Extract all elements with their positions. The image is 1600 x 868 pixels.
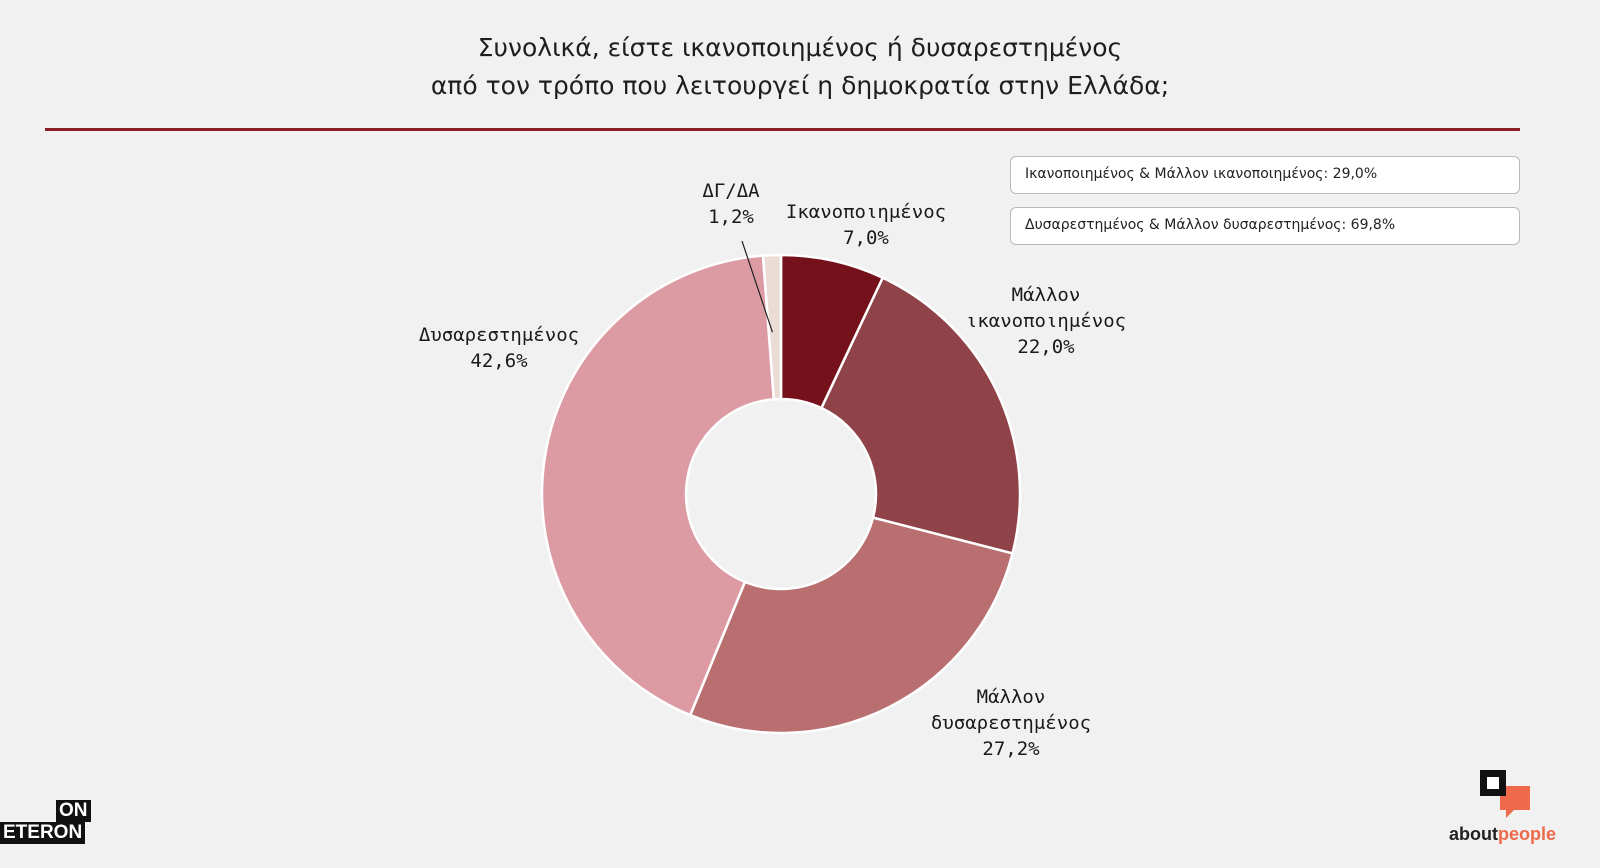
summary-box-satisfied: Ικανοποιημένος & Μάλλον ικανοποιημένος: … bbox=[1010, 156, 1520, 194]
leader-line-dk-na bbox=[741, 240, 774, 333]
slice-rather-dissatisfied bbox=[688, 516, 1015, 735]
label-dissatisfied-0: Δυσαρεστημένος bbox=[419, 324, 579, 346]
value-label-dissatisfied: 42,6% bbox=[470, 350, 528, 372]
slice-dk-na bbox=[761, 253, 783, 401]
label-rather-satisfied-0: Μάλλον bbox=[1012, 284, 1081, 306]
title-divider bbox=[45, 128, 1520, 131]
label-satisfied-0: Ικανοποιημένος bbox=[786, 201, 946, 223]
eteron-logo-on: ON bbox=[56, 800, 91, 822]
chart-title-line-2: από τον τρόπο που λειτουργεί η δημοκρατί… bbox=[430, 71, 1170, 100]
eteron-logo-text: ETERON bbox=[0, 822, 86, 844]
value-label-rather-satisfied: 22,0% bbox=[1017, 336, 1075, 358]
label-rather-dissatisfied-1: δυσαρεστημένος bbox=[931, 712, 1091, 734]
aboutpeople-logo-people: people bbox=[1498, 824, 1557, 844]
summary-box-dissatisfied: Δυσαρεστημένος & Μάλλον δυσαρεστημένος: … bbox=[1010, 207, 1520, 245]
label-rather-dissatisfied-0: Μάλλον bbox=[977, 686, 1046, 708]
value-label-satisfied: 7,0% bbox=[843, 227, 889, 249]
value-label-dk-na: 1,2% bbox=[708, 206, 754, 228]
chart-title-line-1: Συνολικά, είστε ικανοποιημένος ή δυσαρεσ… bbox=[477, 33, 1123, 62]
label-rather-satisfied-1: ικανοποιημένος bbox=[966, 310, 1126, 332]
aboutpeople-logo-about: about bbox=[1449, 824, 1498, 844]
aboutpeople-logo-icon bbox=[1480, 770, 1530, 818]
label-dk-na-0: ΔΓ/ΔΑ bbox=[702, 180, 760, 202]
slice-rather-satisfied bbox=[819, 276, 1022, 555]
slice-dissatisfied bbox=[540, 254, 776, 717]
value-label-rather-dissatisfied: 27,2% bbox=[982, 738, 1040, 760]
aboutpeople-logo-text: aboutpeople bbox=[1449, 824, 1556, 845]
